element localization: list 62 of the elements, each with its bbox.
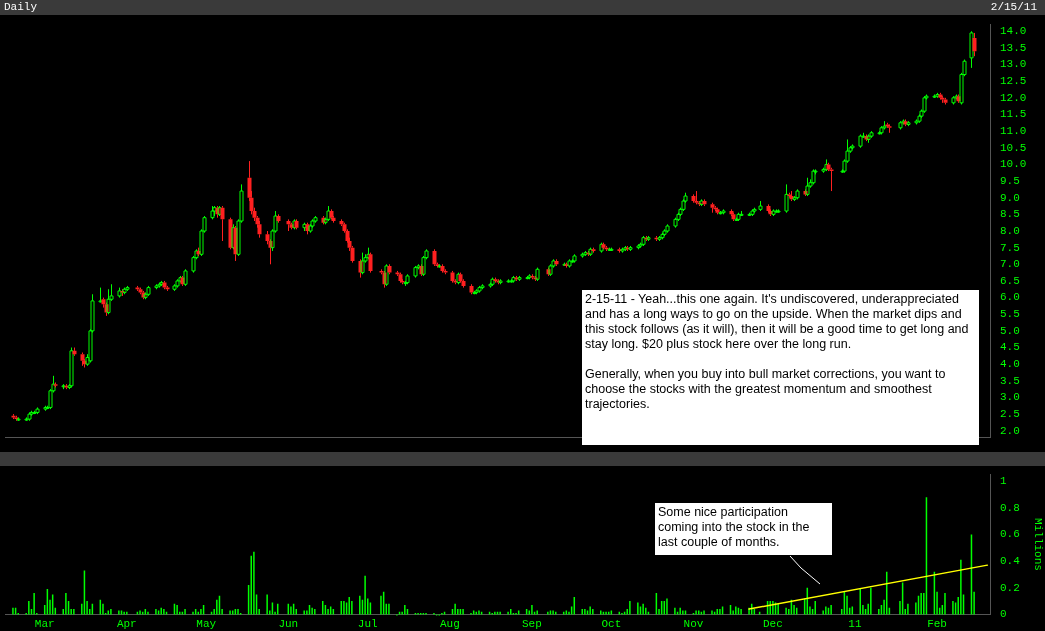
y-tick-label: 13.5 <box>1000 41 1027 54</box>
y-tick-label: 9.5 <box>1000 174 1020 187</box>
x-tick-label: Jul <box>357 617 378 630</box>
annotation: Generally, when you buy into bull market corrections, you want to choose the stocks with the greatest momentum and smoothest trajectories. <box>585 367 947 412</box>
x-tick-label: Mar <box>34 617 55 630</box>
y-tick-label: 0.4 <box>1000 555 1021 568</box>
y-tick-label: 10.0 <box>1000 158 1027 171</box>
x-tick-label: Nov <box>683 617 704 630</box>
candlestick <box>450 270 455 284</box>
x-tick-label: Apr <box>116 617 137 630</box>
y-tick-label: 10.5 <box>1000 141 1027 154</box>
y-tick-label: 1 <box>1000 475 1007 488</box>
candlestick <box>443 268 448 275</box>
y-tick-label: 9.0 <box>1000 191 1020 204</box>
candlestick <box>972 32 977 57</box>
y-tick-label: 2.0 <box>1000 424 1020 437</box>
chart-title: Daily <box>4 1 38 13</box>
y-tick-label: 6.0 <box>1000 291 1020 304</box>
y-tick-label: 12.0 <box>1000 91 1027 104</box>
y-tick-label: 0.2 <box>1000 581 1020 594</box>
y-tick-label: 4.5 <box>1000 341 1020 354</box>
y-tick-label: 12.5 <box>1000 75 1027 88</box>
x-tick-label: Oct <box>601 617 622 630</box>
candlestick <box>691 193 696 204</box>
y-tick-label: 0 <box>1000 608 1007 621</box>
x-tick-label: Feb <box>927 617 947 630</box>
y-tick-label: 8.0 <box>1000 224 1020 237</box>
y-tick-label: 0.6 <box>1000 528 1020 541</box>
x-tick-label: Jun <box>278 617 299 630</box>
candlestick <box>943 97 948 105</box>
candlestick <box>101 297 106 309</box>
y-tick-label: 11.5 <box>1000 108 1027 121</box>
y-tick-label: 6.5 <box>1000 274 1020 287</box>
x-tick-label: Dec <box>762 617 783 630</box>
candlestick <box>591 247 596 254</box>
y-tick-label: 3.5 <box>1000 374 1020 387</box>
candlestick <box>276 213 281 224</box>
y-axis-title: Millions <box>1032 518 1045 571</box>
x-tick-label: 11 <box>848 617 862 630</box>
y-tick-label: 7.0 <box>1000 258 1020 271</box>
y-tick-label: 7.5 <box>1000 241 1020 254</box>
candlestick <box>72 347 77 357</box>
y-tick-label: 2.5 <box>1000 408 1020 420</box>
y-tick-label: 3.0 <box>1000 391 1020 404</box>
candlestick <box>387 263 392 275</box>
y-tick-label: 5.0 <box>1000 324 1020 337</box>
y-tick-label: 8.5 <box>1000 208 1020 221</box>
x-tick-label: Sep <box>522 617 542 630</box>
annotation: Some nice participation coming into the stock in the last couple of months. <box>658 505 811 550</box>
note-box: 2-15-11 - Yeah...this one again. It's undiscovered, underappreciated and has a long ways to go on the upside. When the market dips and this stock follows (as it will), then it will be a good time to get long and stay long. $20 plus stock here over the long run. Generally, when you buy into bull market corrections, you want to choose the stocks with the greatest momentum and smoothest trajectories. <box>582 290 979 445</box>
y-tick-label: 11.0 <box>1000 125 1027 138</box>
x-tick-label: Aug <box>439 617 460 630</box>
text: 2/15/11 <box>990 1 1037 13</box>
y-tick-label: 14.0 <box>1000 25 1027 38</box>
candlestick <box>829 167 834 192</box>
annotation: 2-15-11 - Yeah...this one again. It's undiscovered, underappreciated and has a long ways to go on the upside. When the market dips and this stock follows (as it will), then it will be a good time to get long and stay long. $20 plus stock here over the long run. <box>585 292 970 352</box>
y-tick-label: 13.0 <box>1000 58 1027 71</box>
note-box: Some nice participation coming into the stock in the last couple of months. <box>655 503 832 555</box>
x-tick-label: May <box>196 617 217 630</box>
y-tick-label: 0.8 <box>1000 501 1020 514</box>
y-tick-label: 4.0 <box>1000 358 1020 371</box>
y-tick-label: 5.5 <box>1000 308 1020 321</box>
